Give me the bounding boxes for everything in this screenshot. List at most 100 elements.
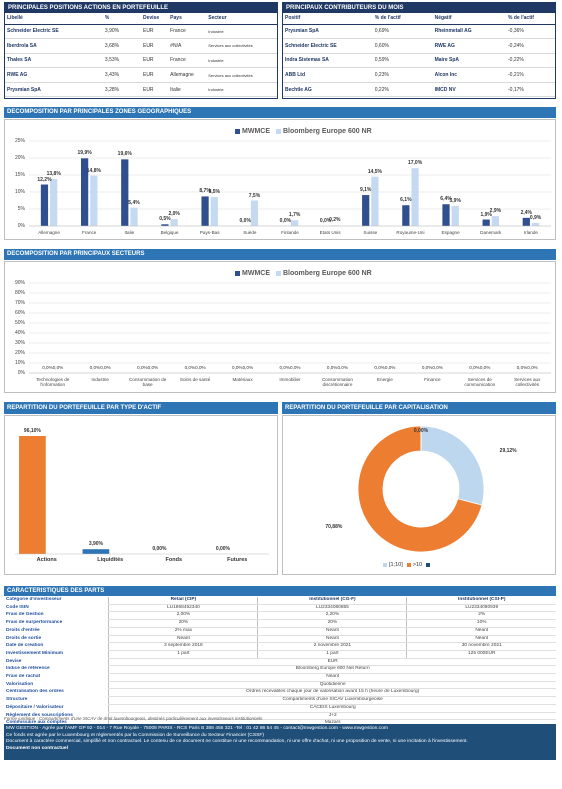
row-label: Commissaire aux comptes	[6, 720, 67, 726]
row-label: Frais de surperformance	[6, 620, 63, 626]
value-label: 29,12%	[499, 448, 517, 455]
legend-label: >10	[412, 562, 423, 568]
y-tick-label: 50%	[14, 320, 25, 326]
cell: Industrie	[208, 57, 224, 63]
chart-box: Actions 96,10% Liquidités 3,90% Fonds 0,00% Fu…	[4, 415, 278, 575]
cell: 3,43%	[104, 72, 120, 79]
row: Code ISIN LU1868452340 LU2334080855 LU23340…	[4, 604, 556, 613]
row: Devise EUR	[4, 658, 556, 667]
cell: LU2334080855	[257, 604, 407, 613]
x-tick-label: Irlande	[523, 230, 538, 235]
chart-box: 0% 10% 20% 30% 40% 50% 60% 70% 80% 90% MWMCE Bloomb…	[4, 261, 556, 393]
table-title: PRINCIPALES POSITIONS ACTIONS EN PORTEFE…	[5, 3, 277, 13]
value-label: 0,0%	[326, 365, 338, 370]
value-label: 0,0%	[384, 365, 396, 370]
value-label: 1,9%	[480, 211, 492, 218]
y-tick-label: 30%	[14, 340, 25, 346]
chart-box: 0% 5% 10% 15% 20% 25% MWMCE Bloomberg Europe 60…	[4, 119, 556, 240]
legend-item: >10	[406, 562, 423, 568]
value-label: 0,0%	[239, 218, 251, 224]
value-label: 13,8%	[46, 171, 61, 178]
cell: EUR	[142, 72, 154, 79]
y-tick-label: 70%	[14, 300, 25, 306]
cell: 3,90%	[104, 28, 120, 35]
y-tick-label: 40%	[14, 330, 25, 336]
cell: ABB Ltd	[285, 72, 305, 79]
column-header: Positif	[285, 15, 301, 22]
cell: Retail (CIP)	[108, 597, 258, 605]
cell: Maire SpA	[434, 57, 460, 64]
value-label: 12,2%	[37, 176, 52, 183]
legend-swatch	[235, 271, 240, 276]
cell: 3,53%	[104, 57, 120, 64]
column-header: % de l'actif	[508, 15, 534, 22]
x-tick-label: Energie	[376, 377, 393, 382]
value-label: 1,7%	[288, 212, 301, 219]
row-label: Date de création	[6, 643, 44, 649]
value-label: 17,0%	[407, 160, 423, 167]
cell: 20%	[257, 619, 407, 628]
cell: Prysmian SpA	[7, 86, 41, 93]
legend-item: MWMCE	[235, 128, 270, 135]
y-tick-label: 0%	[17, 370, 25, 376]
chart-svg	[357, 425, 485, 553]
cell: Institutionnel (CG-F)	[257, 597, 407, 605]
x-tick-label: Services aux collectivités	[514, 377, 541, 388]
cell: 10%	[406, 619, 556, 628]
row: Investissement Minimum 1 part 1 part 125 00…	[4, 650, 556, 659]
bar	[491, 216, 499, 226]
value-label: 0,0%	[290, 365, 301, 370]
company: MW GESTION - Agrée par l'AMF GP 92 - 014…	[6, 726, 388, 731]
row: Prysmian SpA 0,69% Rheinmetall AG -0,36%	[283, 24, 555, 39]
cell: France	[170, 28, 186, 35]
legend-label: Bloomberg Europe 600 NR	[283, 128, 372, 135]
regulation: Ce fonds est agrée par le Luxembourg et …	[6, 732, 264, 738]
y-tick-label: 90%	[14, 280, 25, 286]
x-tick-label: Espagne	[441, 230, 460, 235]
table: Positif % de l'actif Négatif % de l'actif Pr…	[283, 13, 555, 97]
table-panel: PRINCIPALES POSITIONS ACTIONS EN PORTEFE…	[4, 2, 278, 99]
cell: 2%	[406, 611, 556, 621]
donut-segment	[357, 425, 483, 553]
note: Document non contractuel	[6, 745, 68, 751]
row-label: Devise	[6, 658, 22, 664]
x-tick-label: Liquidités	[97, 557, 124, 563]
cell: 0,23%	[374, 72, 389, 79]
row: Droits de sortie Néant Néant Néant	[4, 635, 556, 644]
bar	[130, 207, 138, 226]
row: Indra Sistemas SA 0,59% Maire SpA -0,22%	[283, 53, 555, 68]
table: Libellé% Devise Pays Secteur Schneider Elect…	[5, 13, 277, 97]
row-label: Indice de référence	[6, 666, 50, 672]
cell: EUR	[142, 42, 154, 49]
legend-swatch	[276, 129, 281, 134]
cell: Services aux collectivités	[208, 43, 253, 49]
cell: 2% max	[108, 627, 258, 636]
row: Schneider Electric SE 3,90% EUR France Indus…	[5, 24, 277, 39]
cell: Néant	[406, 635, 556, 644]
cell: 0,22%	[374, 86, 389, 93]
column-header: % de l'actif	[374, 15, 401, 22]
cell: 20%	[108, 619, 258, 628]
bar	[81, 158, 89, 226]
donut-segment	[420, 425, 485, 506]
value-label: 0,0%	[279, 365, 290, 370]
column-header: Devise	[142, 15, 160, 22]
row: Structure Compartiments d'une SICAV Luxem…	[4, 696, 556, 705]
value-label: 0,00%	[215, 546, 230, 552]
cell: EUR	[142, 57, 154, 64]
y-tick-label: 15%	[14, 172, 25, 178]
cell: 30 novembre 2021	[406, 642, 556, 651]
value-label: 3,90%	[88, 541, 103, 548]
cell: Thales SA	[7, 57, 32, 64]
cell: Néant	[257, 635, 407, 644]
value-label: 2,9%	[489, 208, 502, 215]
row-label: Dépositaire / Valorisateur	[6, 704, 64, 710]
y-tick-label: 20%	[14, 350, 25, 356]
bar	[411, 168, 419, 226]
bar	[19, 436, 46, 554]
cell: CACEIS Luxembourg	[108, 704, 556, 713]
cell: Italie	[170, 86, 181, 93]
value-label: 0,0%	[319, 218, 332, 224]
cell: 0,60%	[374, 42, 389, 49]
